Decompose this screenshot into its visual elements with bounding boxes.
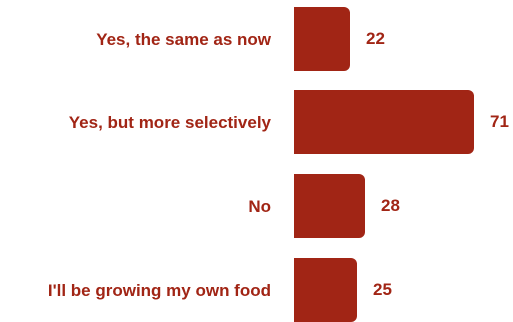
category-label-3: I'll be growing my own food [47,281,271,300]
bar-1 [294,90,474,154]
category-label-0: Yes, the same as now [96,30,271,49]
value-label-2: 28 [381,196,400,215]
value-label-1: 71 [490,112,509,131]
bar-3 [294,258,357,322]
value-label-0: 22 [366,29,385,48]
bar-2 [294,174,365,238]
bar-0 [294,7,350,71]
category-label-2: No [248,197,271,216]
category-label-1: Yes, but more selectively [68,113,271,132]
value-label-3: 25 [373,280,392,299]
